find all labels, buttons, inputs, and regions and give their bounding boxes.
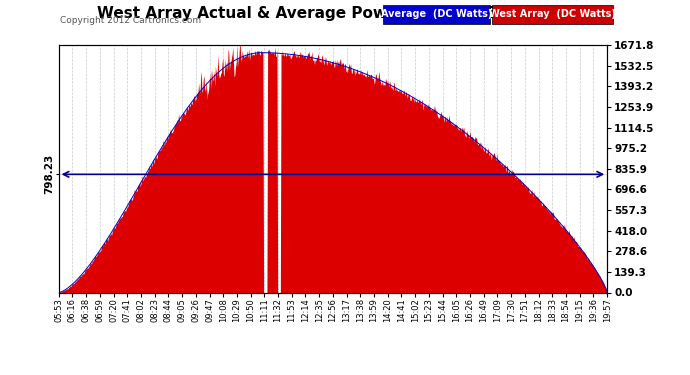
Text: Copyright 2012 Cartronics.com: Copyright 2012 Cartronics.com — [60, 16, 201, 25]
Text: Average  (DC Watts): Average (DC Watts) — [381, 9, 492, 19]
Text: West Array Actual & Average Power Sun Aug 5 20:07: West Array Actual & Average Power Sun Au… — [97, 6, 551, 21]
Text: West Array  (DC Watts): West Array (DC Watts) — [489, 9, 615, 19]
